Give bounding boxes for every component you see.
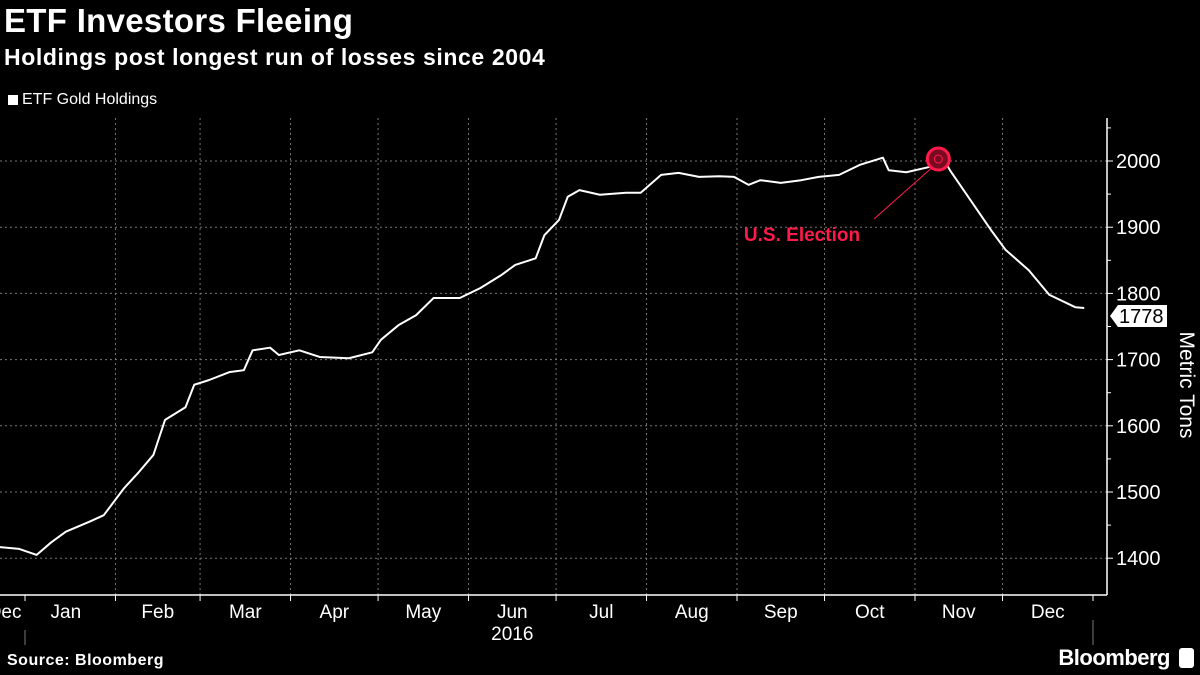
x-tick-label: Jan xyxy=(51,602,82,623)
election-marker xyxy=(925,146,951,172)
annotation-label: U.S. Election xyxy=(744,225,860,246)
annotation-leader-line xyxy=(873,161,939,220)
x-tick-label: Jul xyxy=(589,602,613,623)
last-value-tag xyxy=(1110,304,1167,327)
y-tick-label: 1900 xyxy=(1116,217,1161,239)
chart-subtitle: Holdings post longest run of losses sinc… xyxy=(4,44,546,70)
series-line-etf-gold-holdings xyxy=(0,154,1085,556)
x-tick-label: Feb xyxy=(141,602,174,623)
y-tick-label: 1600 xyxy=(1116,416,1161,438)
legend-label: ETF Gold Holdings xyxy=(22,91,158,108)
x-tick-label: May xyxy=(405,602,441,623)
source-note: Source: Bloomberg xyxy=(7,652,164,669)
election-marker-center xyxy=(933,154,943,164)
x-tick-label: Apr xyxy=(320,602,350,623)
x-tick-label: Sep xyxy=(764,602,798,623)
chart-title: ETF Investors Fleeing xyxy=(4,2,354,39)
brand-logo: Bloomberg xyxy=(1058,645,1170,670)
x-tick-label: Dec xyxy=(1031,602,1065,623)
x-tick-label: Nov xyxy=(942,602,976,623)
x-axis-year-label: 2016 xyxy=(491,624,533,645)
y-axis-label: Metric Tons xyxy=(1175,332,1198,439)
x-tick-label: Jun xyxy=(497,602,528,623)
last-value-label: 1778 xyxy=(1119,306,1164,328)
legend-swatch xyxy=(8,95,18,105)
x-tick-label: Oct xyxy=(855,602,885,623)
y-tick-label: 1700 xyxy=(1116,350,1161,372)
x-tick-label: Mar xyxy=(229,602,262,623)
x-tick-label: Dec xyxy=(0,602,21,623)
y-tick-label: 2000 xyxy=(1116,151,1161,173)
y-tick-label: 1400 xyxy=(1116,548,1161,570)
x-tick-label: Aug xyxy=(675,602,709,623)
legend: ETF Gold Holdings xyxy=(8,91,157,109)
bloomberg-chart-icon xyxy=(1179,648,1194,668)
y-tick-label: 1500 xyxy=(1116,482,1161,504)
y-tick-label: 1800 xyxy=(1116,283,1161,305)
